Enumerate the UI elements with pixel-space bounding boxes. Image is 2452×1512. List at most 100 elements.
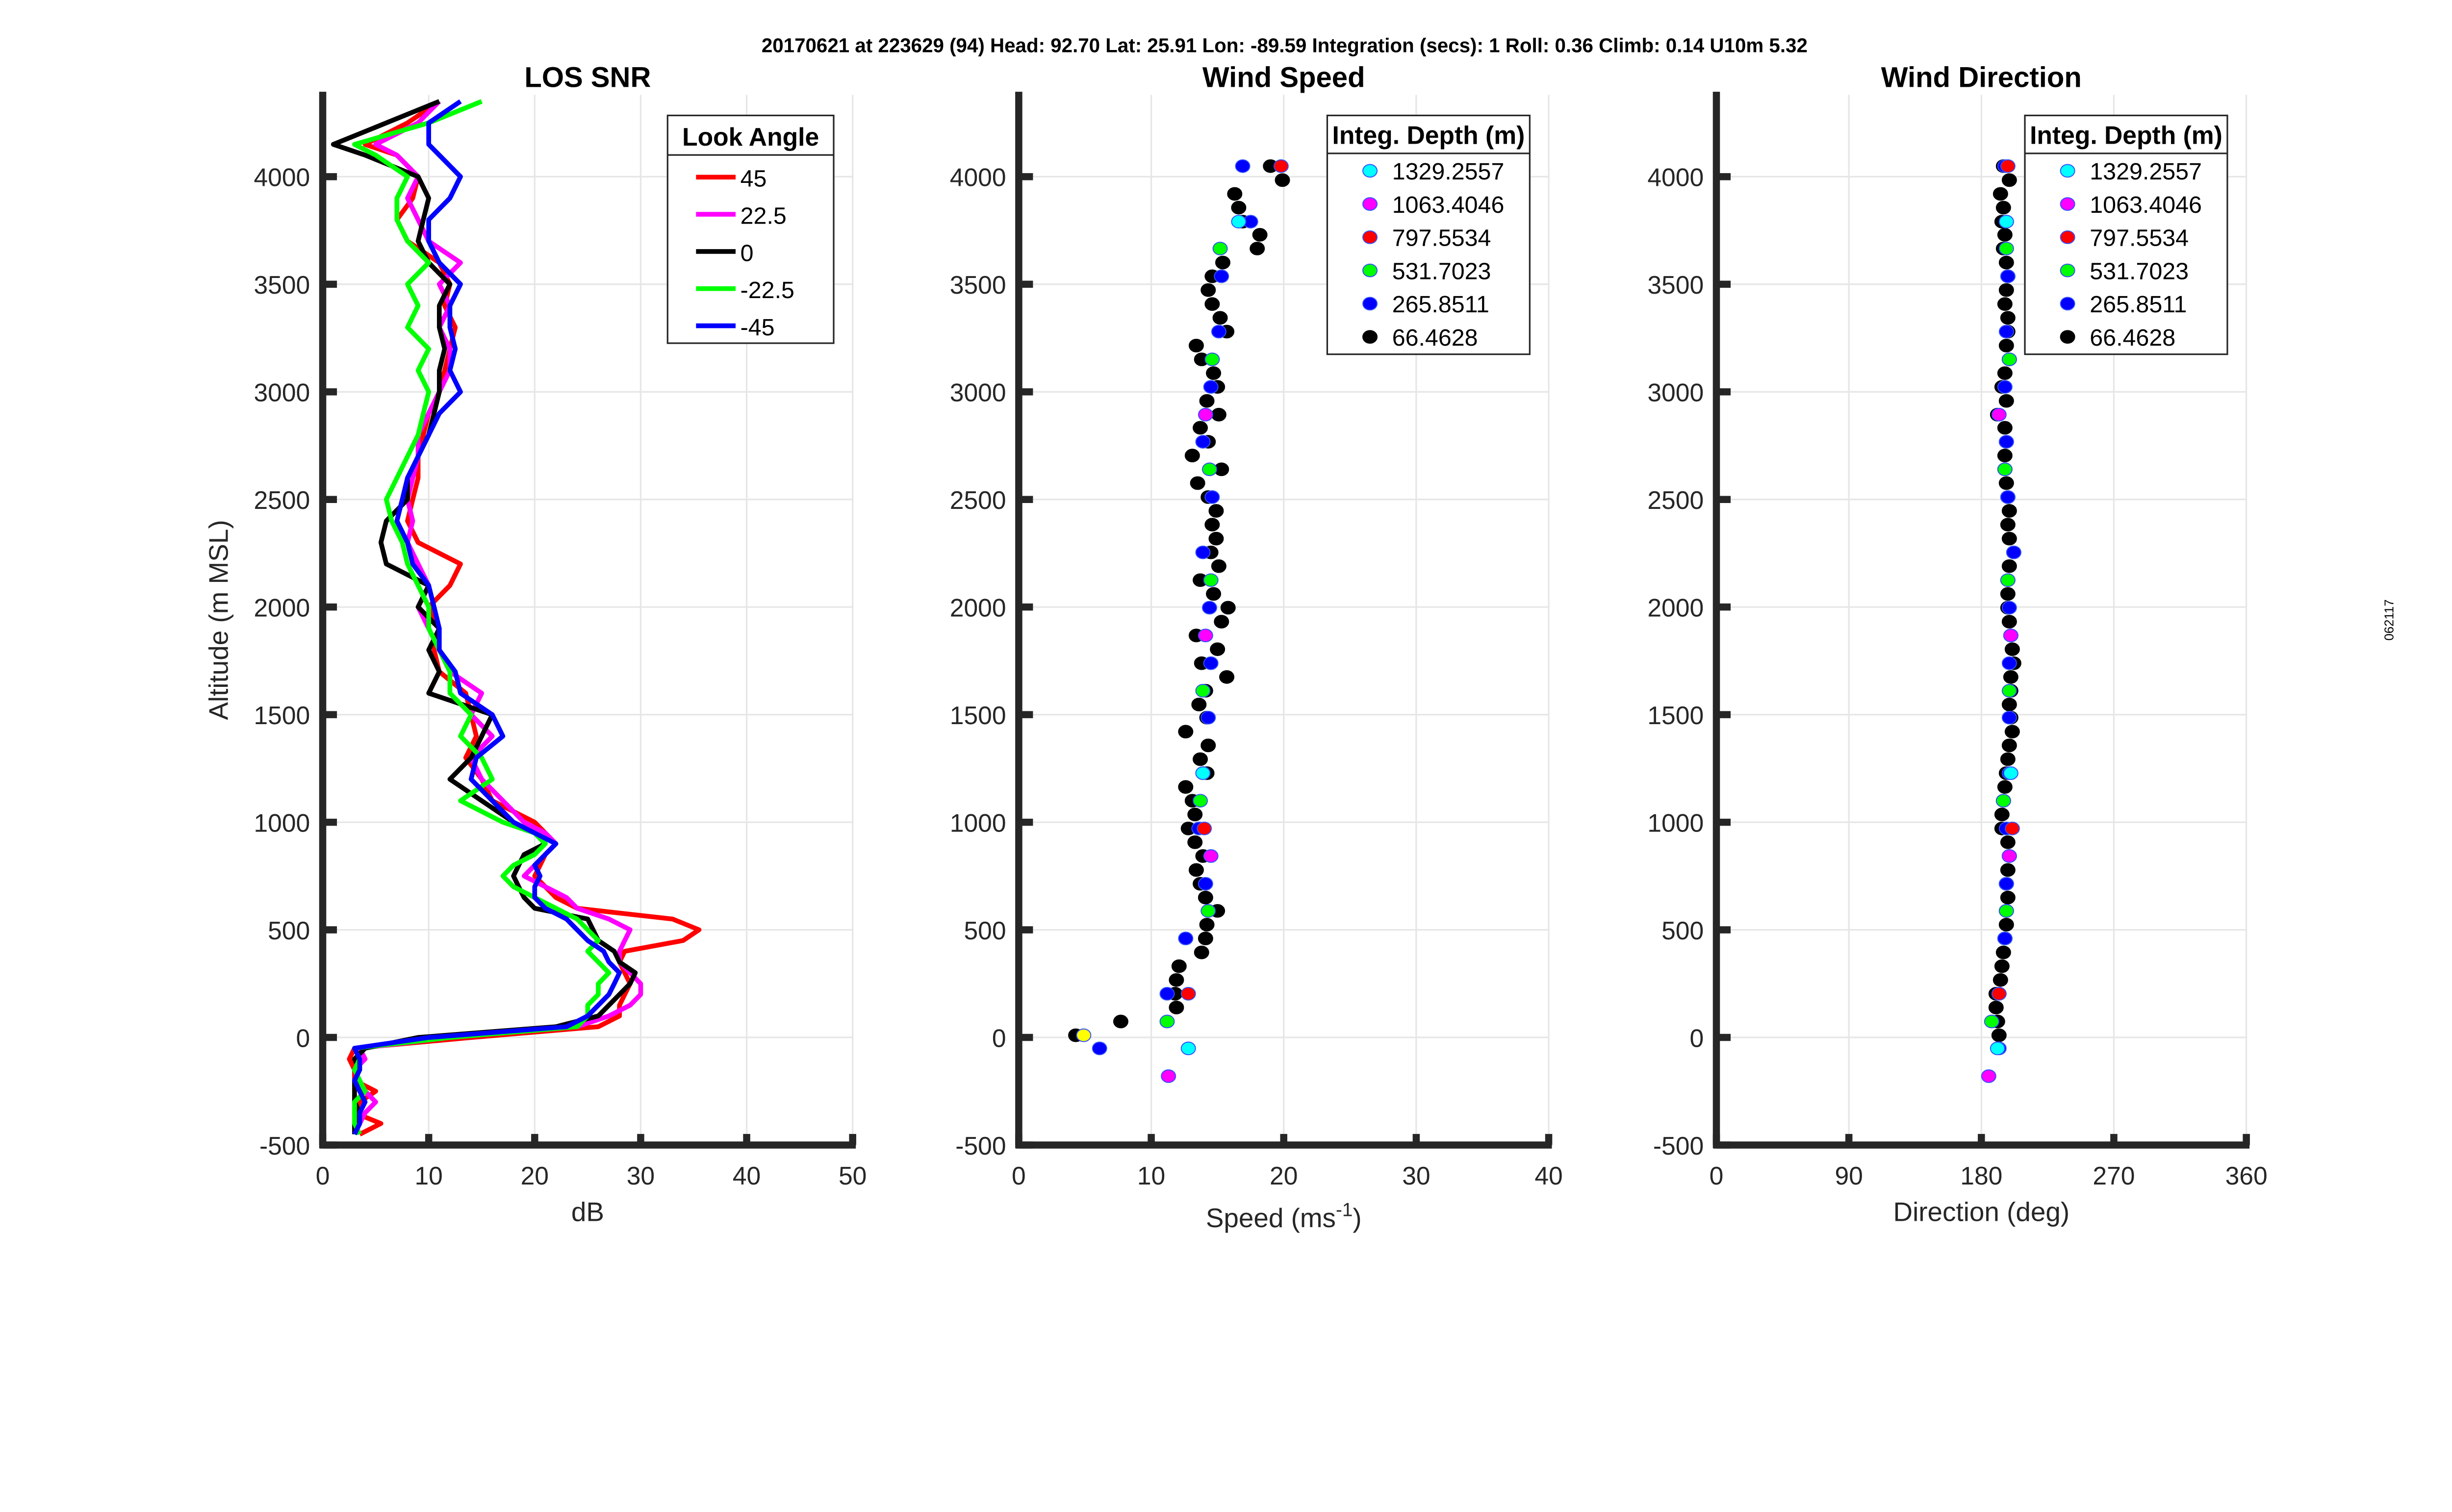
- panel-1: 0 10 20 30 40-500050010001500200025003000350…: [950, 61, 1563, 1233]
- data-point: [1195, 766, 1211, 780]
- data-point: [1113, 1014, 1128, 1029]
- legend-marker: [1362, 330, 1378, 344]
- data-point: [1997, 462, 2013, 477]
- data-point: [1998, 394, 2014, 408]
- legend-label: 1329.2557: [1392, 158, 1505, 185]
- data-point: [2006, 545, 2021, 559]
- data-point: [1997, 932, 2013, 945]
- x-axis-label: dB: [571, 1196, 604, 1227]
- data-point: [1199, 918, 1215, 932]
- y-tick-label: 4000: [1647, 163, 1704, 192]
- y-tick-label: 0: [1689, 1024, 1704, 1052]
- x-tick-label: 10: [414, 1161, 442, 1190]
- data-point: [1195, 435, 1211, 449]
- data-point: [1198, 629, 1213, 642]
- data-point: [2000, 490, 2016, 504]
- legend: Integ. Depth (m) 1329.2557 1063.4046 797.55…: [2024, 114, 2228, 355]
- data-point: [1211, 559, 1226, 573]
- data-point: [1210, 642, 1226, 656]
- data-point: [1195, 684, 1211, 698]
- data-point: [1194, 945, 1209, 959]
- legend-marker: [1362, 197, 1378, 211]
- legend-label: 22.5: [741, 202, 787, 229]
- legend-marker: [2060, 330, 2075, 344]
- suptitle: 20170621 at 223629 (94) Head: 92.70 Lat:…: [762, 34, 1808, 56]
- data-point: [1198, 890, 1213, 905]
- y-tick-label: 1500: [1647, 701, 1704, 730]
- x-tick-label: 20: [521, 1161, 549, 1190]
- data-point: [1212, 311, 1228, 325]
- legend-marker: [1362, 230, 1378, 244]
- legend-marker: [2060, 297, 2075, 311]
- data-point: [1997, 780, 2013, 794]
- legend-marker: [2060, 230, 2075, 244]
- data-point: [1201, 601, 1217, 615]
- legend-label: 0: [741, 240, 754, 266]
- data-point: [2001, 710, 2017, 725]
- data-point: [1275, 173, 1290, 187]
- data-point: [1211, 325, 1226, 339]
- data-point: [2000, 159, 2016, 173]
- data-point: [1220, 601, 1236, 615]
- legend-label: 66.4628: [2090, 325, 2175, 351]
- data-point: [1193, 421, 1208, 435]
- y-tick-label: 500: [964, 916, 1006, 945]
- data-point: [1231, 201, 1247, 215]
- legend-title: Integ. Depth (m): [2030, 121, 2222, 150]
- data-point: [1169, 973, 1184, 987]
- data-point: [1998, 255, 2014, 270]
- series-line--22.5: [352, 99, 612, 1135]
- chart-title: Wind Speed: [1202, 61, 1365, 93]
- data-point: [2001, 353, 2017, 366]
- legend-label: -45: [741, 314, 775, 341]
- data-point: [1988, 1001, 2004, 1014]
- data-point: [2001, 531, 2017, 546]
- chart-title: LOS SNR: [524, 61, 651, 93]
- y-tick-label: 3000: [254, 378, 310, 407]
- x-tick-label: 40: [733, 1161, 761, 1190]
- y-tick-label: 1000: [1647, 808, 1704, 837]
- data-point: [2000, 835, 2016, 849]
- y-tick-label: 2000: [254, 594, 310, 622]
- y-axis-label: Altitude (m MSL): [204, 520, 234, 720]
- chart-title: Wind Direction: [1881, 61, 2082, 93]
- y-tick-label: 4000: [254, 163, 310, 192]
- data-point: [1187, 835, 1203, 849]
- data-point: [1995, 201, 2011, 215]
- data-point: [2001, 698, 2017, 711]
- data-point: [1184, 449, 1200, 463]
- y-tick-label: -500: [259, 1132, 310, 1160]
- data-point: [1997, 380, 2013, 394]
- data-point: [1171, 959, 1187, 973]
- y-tick-label: 4000: [950, 163, 1006, 192]
- data-point: [1991, 407, 2007, 422]
- data-point: [1992, 187, 2008, 201]
- data-point: [1998, 904, 2014, 918]
- data-point: [2000, 890, 2016, 905]
- data-point: [1998, 339, 2014, 353]
- x-tick-label: 50: [839, 1161, 867, 1190]
- side-label: 062117: [2383, 599, 2397, 640]
- data-point: [1188, 863, 1204, 877]
- data-point: [1180, 987, 1196, 1001]
- legend-label: 1063.4046: [1392, 192, 1505, 218]
- x-tick-label: 0: [1710, 1161, 1724, 1190]
- data-point: [1191, 698, 1207, 711]
- data-point: [1998, 918, 2014, 932]
- legend-label: 797.5534: [1392, 225, 1491, 252]
- x-tick-label: 0: [1012, 1161, 1026, 1190]
- data-point: [1998, 283, 2014, 297]
- legend-box: [1326, 114, 1531, 355]
- x-tick-label: 10: [1137, 1161, 1165, 1190]
- data-point: [1200, 738, 1216, 753]
- data-point: [1992, 973, 2008, 987]
- legend-label: 265.8511: [2090, 291, 2187, 318]
- data-point: [1204, 490, 1220, 504]
- x-tick-label: 40: [1534, 1161, 1562, 1190]
- legend-label: 531.7023: [1392, 258, 1491, 284]
- legend-label: 1063.4046: [2090, 192, 2202, 218]
- x-axis-label: Direction (deg): [1893, 1196, 2070, 1227]
- data-point: [1169, 1001, 1184, 1014]
- panel-2: 0 90 180 270 360-500050010001500200025003000…: [1647, 61, 2267, 1227]
- legend-marker: [1362, 297, 1378, 311]
